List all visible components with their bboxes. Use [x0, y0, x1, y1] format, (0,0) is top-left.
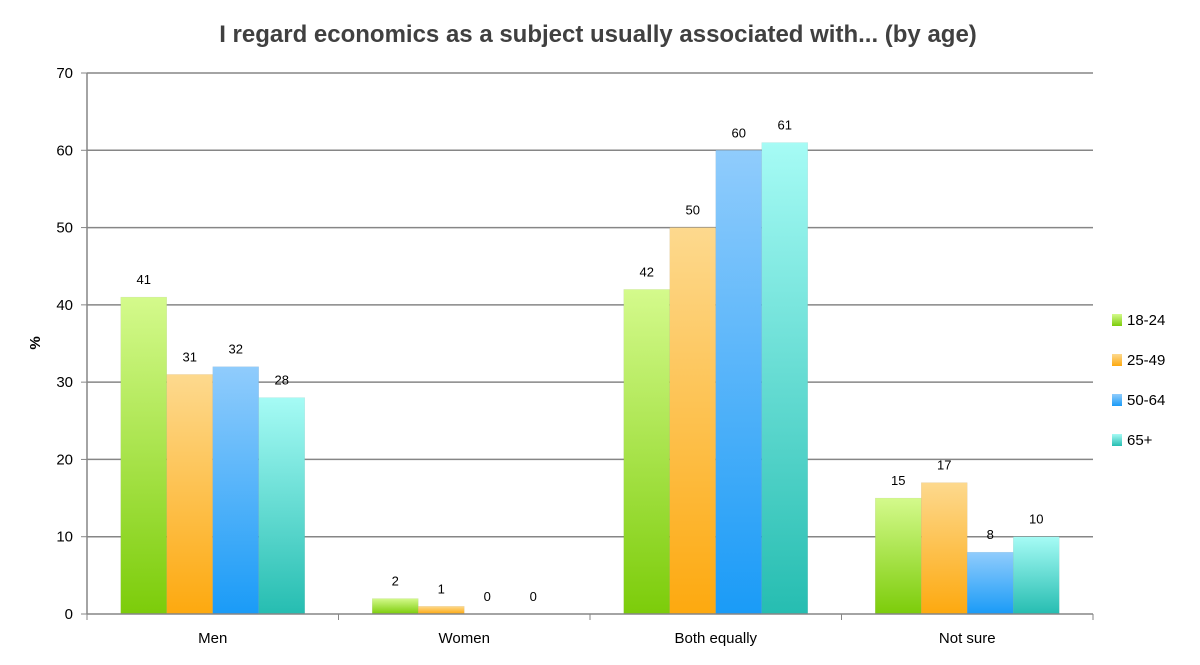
bar	[669, 227, 716, 615]
y-tick-label: 10	[56, 529, 73, 546]
bar	[418, 606, 465, 615]
y-tick-label: 0	[65, 606, 73, 623]
data-label: 15	[891, 473, 905, 488]
data-label: 60	[732, 125, 746, 140]
legend-label: 65+	[1127, 432, 1153, 449]
legend-label: 25-49	[1127, 352, 1165, 369]
x-tick-label: Men	[198, 630, 227, 647]
bars	[120, 142, 1060, 615]
legend: 18-24 25-49 50-64 65+	[1112, 312, 1165, 449]
data-label: 42	[640, 264, 654, 279]
data-label: 28	[275, 373, 289, 388]
x-tick-label: Women	[439, 630, 490, 647]
y-tick-label: 40	[56, 297, 73, 314]
data-label: 8	[987, 527, 994, 542]
data-label: 31	[183, 349, 197, 364]
bar	[715, 150, 762, 615]
legend-swatch	[1112, 354, 1122, 366]
bar	[1013, 536, 1060, 615]
bar	[166, 374, 213, 615]
bar	[921, 482, 968, 615]
y-tick-label: 50	[56, 220, 73, 237]
data-label: 61	[778, 118, 792, 133]
legend-swatch	[1112, 434, 1122, 446]
legend-label: 18-24	[1127, 312, 1165, 329]
chart-title: I regard economics as a subject usually …	[219, 21, 977, 48]
bar	[623, 289, 670, 615]
bar	[761, 142, 808, 615]
bar	[875, 497, 922, 615]
bar	[120, 296, 167, 615]
y-axis-label: %	[27, 336, 44, 349]
legend-swatch	[1112, 394, 1122, 406]
data-label: 2	[392, 574, 399, 589]
data-label: 17	[937, 458, 951, 473]
data-label: 32	[229, 342, 243, 357]
bar	[967, 551, 1014, 615]
bar	[372, 598, 419, 615]
data-label: 0	[484, 589, 491, 604]
y-tick-label: 70	[56, 65, 73, 82]
data-label: 10	[1029, 512, 1043, 527]
bar	[258, 397, 305, 615]
legend-label: 50-64	[1127, 392, 1165, 409]
y-tick-label: 20	[56, 451, 73, 468]
data-label: 0	[530, 589, 537, 604]
data-label: 41	[137, 272, 151, 287]
x-tick-label: Not sure	[939, 630, 996, 647]
y-tick-label: 60	[56, 142, 73, 159]
y-tick-label: 30	[56, 374, 73, 391]
x-tick-label: Both equally	[674, 630, 757, 647]
bar	[212, 366, 259, 615]
legend-swatch	[1112, 314, 1122, 326]
data-label: 1	[438, 581, 445, 596]
data-label: 50	[686, 203, 700, 218]
